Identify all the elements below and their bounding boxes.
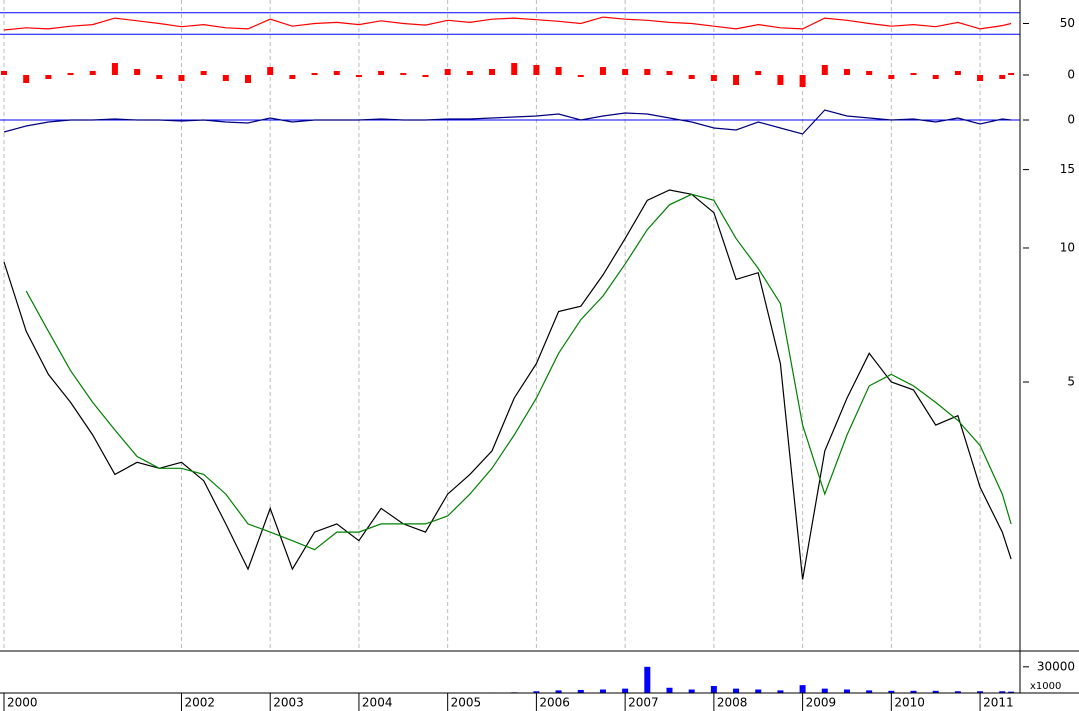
bar xyxy=(622,688,629,693)
bar xyxy=(245,75,252,83)
bar xyxy=(444,69,451,75)
bar xyxy=(1008,691,1015,693)
bar xyxy=(888,690,895,693)
x-tick-label: 2000 xyxy=(7,696,38,710)
bar xyxy=(821,65,828,75)
y-tick-label: 10 xyxy=(1060,240,1075,254)
unit-label: x1000 xyxy=(1030,681,1061,692)
bar xyxy=(843,689,850,693)
bar xyxy=(555,690,562,693)
x-tick-label: 2011 xyxy=(983,696,1014,710)
y-tick-label: 0 xyxy=(1067,113,1075,127)
bar xyxy=(355,75,362,77)
bar xyxy=(489,69,496,75)
bar xyxy=(400,73,407,75)
bar xyxy=(777,690,784,693)
bar xyxy=(378,71,385,75)
bar xyxy=(577,75,584,77)
bar xyxy=(755,689,762,693)
bar xyxy=(599,67,606,75)
bar xyxy=(733,75,740,85)
bar xyxy=(200,71,207,75)
bar xyxy=(910,690,917,693)
bar xyxy=(511,63,518,75)
bar xyxy=(67,73,74,75)
bar xyxy=(888,75,895,79)
y-tick-label: 50 xyxy=(1060,16,1075,30)
bar xyxy=(577,689,584,693)
series-line xyxy=(3,189,1012,580)
bar xyxy=(45,75,52,79)
bar xyxy=(954,71,961,75)
bar xyxy=(267,67,274,75)
bar xyxy=(777,75,784,85)
bar xyxy=(622,69,629,75)
bar xyxy=(533,65,540,75)
bar xyxy=(932,690,939,693)
x-tick-label: 2004 xyxy=(362,696,393,710)
bar xyxy=(289,75,296,79)
y-tick-label: 0 xyxy=(1067,68,1075,82)
series-line xyxy=(3,109,1012,135)
bar xyxy=(644,666,651,693)
bar xyxy=(533,691,540,693)
x-tick-label: 2006 xyxy=(539,696,570,710)
bar xyxy=(23,75,30,83)
bar xyxy=(89,71,96,75)
bar xyxy=(710,75,717,81)
bar xyxy=(977,691,984,693)
bar xyxy=(799,685,806,693)
x-tick-label: 2010 xyxy=(894,696,925,710)
x-tick-label: 2008 xyxy=(717,696,748,710)
bar xyxy=(1,71,7,75)
bar xyxy=(755,71,762,75)
bar xyxy=(710,686,717,693)
series-line xyxy=(3,16,1012,31)
x-tick-label: 2005 xyxy=(451,696,482,710)
bar xyxy=(644,69,651,75)
x-tick-label: 2003 xyxy=(273,696,304,710)
bar xyxy=(688,75,695,79)
bar xyxy=(866,71,873,75)
x-tick-label: 2002 xyxy=(184,696,215,710)
bar xyxy=(311,73,318,75)
bar xyxy=(932,75,939,79)
bar xyxy=(111,63,118,75)
bar xyxy=(222,75,229,81)
y-tick-label: 15 xyxy=(1060,162,1075,176)
x-tick-label: 2009 xyxy=(806,696,837,710)
bar xyxy=(977,75,984,81)
bar xyxy=(156,75,163,79)
y-tick-label: 30000 xyxy=(1037,659,1075,673)
bar xyxy=(599,689,606,693)
x-tick-label: 2007 xyxy=(628,696,659,710)
bar xyxy=(910,73,917,75)
bar xyxy=(1008,73,1015,75)
bar xyxy=(178,75,185,81)
bar xyxy=(843,69,850,75)
bar xyxy=(688,689,695,693)
bar xyxy=(733,688,740,693)
bar xyxy=(999,75,1006,79)
bar xyxy=(799,75,806,87)
bar xyxy=(134,69,141,75)
bar xyxy=(954,691,961,693)
bar xyxy=(666,687,673,693)
bar xyxy=(555,67,562,75)
y-tick-label: 5 xyxy=(1067,374,1075,388)
bar xyxy=(666,71,673,75)
bar xyxy=(821,688,828,693)
bar xyxy=(422,75,429,77)
series-line xyxy=(25,193,1012,551)
bar xyxy=(333,71,340,75)
bar xyxy=(999,691,1006,693)
bar xyxy=(466,71,473,75)
bar xyxy=(866,690,873,693)
